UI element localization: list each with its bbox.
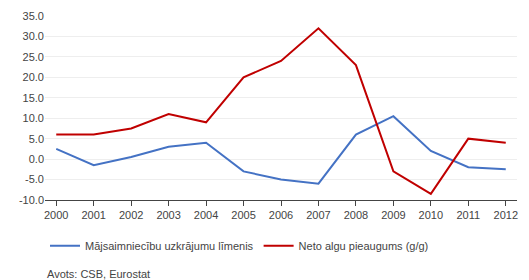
svg-text:2012: 2012 (494, 209, 518, 221)
svg-text:2002: 2002 (119, 209, 143, 221)
svg-text:2003: 2003 (156, 209, 180, 221)
svg-text:2008: 2008 (344, 209, 368, 221)
svg-text:Mājsaimniecību uzkrājumu līmen: Mājsaimniecību uzkrājumu līmenis (85, 240, 254, 252)
svg-text:10.0: 10.0 (23, 112, 44, 124)
svg-text:30.0: 30.0 (23, 30, 44, 42)
svg-text:Avots: CSB, Eurostat: Avots: CSB, Eurostat (47, 268, 150, 280)
svg-text:2001: 2001 (81, 209, 105, 221)
svg-text:Neto algu pieaugums (g/g): Neto algu pieaugums (g/g) (299, 240, 429, 252)
svg-text:35.0: 35.0 (23, 10, 44, 22)
svg-text:2009: 2009 (381, 209, 405, 221)
svg-text:2004: 2004 (194, 209, 218, 221)
svg-text:2011: 2011 (456, 209, 480, 221)
svg-text:0.0: 0.0 (29, 153, 44, 165)
svg-text:15.0: 15.0 (23, 92, 44, 104)
svg-text:-10.0: -10.0 (19, 194, 44, 206)
svg-text:5.0: 5.0 (29, 133, 44, 145)
svg-text:2000: 2000 (44, 209, 68, 221)
svg-text:20.0: 20.0 (23, 71, 44, 83)
svg-text:2006: 2006 (269, 209, 293, 221)
svg-text:2005: 2005 (231, 209, 255, 221)
svg-text:2010: 2010 (419, 209, 443, 221)
svg-text:-5.0: -5.0 (25, 173, 44, 185)
svg-text:25.0: 25.0 (23, 51, 44, 63)
svg-text:2007: 2007 (306, 209, 330, 221)
